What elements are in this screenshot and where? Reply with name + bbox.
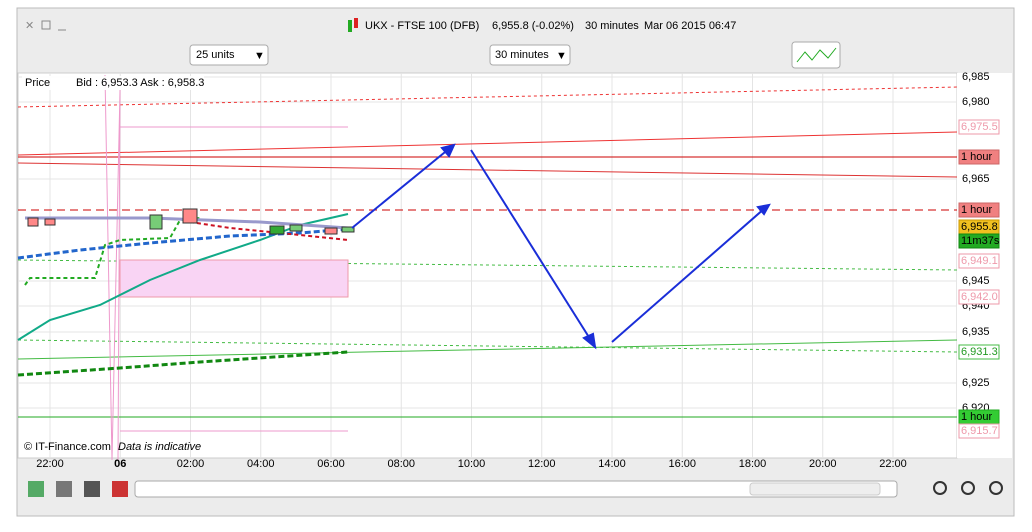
units-value[interactable]: 25 units	[196, 49, 235, 61]
x-tick-label: 06:00	[317, 458, 345, 470]
price-tag-label: 6,915.7	[961, 425, 998, 437]
tool-button[interactable]	[28, 481, 44, 497]
price-tag-label: 6,931.3	[961, 346, 998, 358]
x-tick-label: 14:00	[598, 458, 626, 470]
support-line	[17, 339, 958, 360]
y-tick-label: 6,945	[962, 275, 990, 287]
x-tick-label: 22:00	[36, 458, 64, 470]
price-tag-label: 6,955.8	[961, 221, 998, 233]
price-tag-label: 6,975.5	[961, 121, 998, 133]
toolbar-buttons[interactable]	[28, 481, 128, 497]
price-tag-label: 6,942.0	[961, 291, 998, 303]
title-icon	[348, 18, 358, 32]
candles	[27, 208, 355, 235]
x-tick-label: 02:00	[177, 458, 205, 470]
y-tick-label: 6,980	[962, 96, 990, 108]
chart-type-icon	[796, 47, 837, 63]
zoom-fit[interactable]	[933, 481, 947, 495]
disclaimer: Data is indicative	[118, 441, 201, 453]
x-tick-label: 12:00	[528, 458, 556, 470]
window-buttons[interactable]: ✕	[25, 20, 66, 32]
moving-average	[17, 227, 349, 260]
x-tick-label: 10:00	[458, 458, 486, 470]
price-tag	[958, 344, 1000, 360]
dropdown-arrow[interactable]: ▼	[556, 50, 567, 62]
footer: © IT-Finance.com	[24, 441, 111, 453]
units-dropdown[interactable]	[189, 44, 269, 66]
arrows	[351, 143, 771, 350]
indicators	[17, 74, 958, 461]
price-tag-label: 6,949.1	[961, 255, 998, 267]
y-tick-label: 6,985	[962, 71, 990, 83]
close-button[interactable]: ✕	[25, 20, 34, 32]
x-tick-label: 16:00	[668, 458, 696, 470]
price-label: Price	[25, 77, 50, 89]
dropdown-arrow[interactable]: ▼	[254, 50, 265, 62]
y-tick-label: 6,965	[962, 173, 990, 185]
scrollbar[interactable]	[134, 480, 898, 498]
price-tag	[958, 202, 1000, 218]
x-tick-label: 06	[114, 458, 126, 470]
price-tag	[958, 233, 1000, 249]
zoom-buttons[interactable]	[933, 481, 1003, 495]
interval: 30 minutes	[585, 20, 639, 32]
maximize-button[interactable]	[41, 20, 51, 30]
price-tag	[958, 423, 1000, 439]
x-tick-label: 04:00	[247, 458, 275, 470]
spike	[104, 74, 121, 461]
price-tag-label: 1 hour	[961, 411, 993, 423]
period-dropdown[interactable]	[489, 44, 571, 66]
price-tag	[958, 253, 1000, 269]
period-value[interactable]: 30 minutes	[495, 49, 549, 61]
x-tick-label: 20:00	[809, 458, 837, 470]
scroll-thumb[interactable]	[749, 482, 881, 496]
moving-average	[17, 350, 349, 377]
quote: Bid : 6,953.3 Ask : 6,958.3	[76, 77, 204, 89]
price-tag	[958, 289, 1000, 305]
trend-line	[17, 162, 958, 178]
support-line	[17, 339, 958, 353]
price-tag-label: 1 hour	[961, 151, 993, 163]
tool-button[interactable]	[84, 481, 100, 497]
x-tick-label: 08:00	[387, 458, 415, 470]
price-tag	[958, 119, 1000, 135]
tool-button[interactable]	[112, 481, 128, 497]
price-tag-label: 11m37s	[961, 235, 1000, 247]
price-tag-label: 1 hour	[961, 204, 993, 216]
instrument-title: UKX - FTSE 100 (DFB)	[365, 20, 479, 32]
datetime: Mar 06 2015 06:47	[644, 20, 736, 32]
x-tick-label: 22:00	[879, 458, 907, 470]
y-tick-label: 6,935	[962, 326, 990, 338]
tool-button[interactable]	[56, 481, 72, 497]
zone	[119, 259, 349, 298]
price-tag	[958, 149, 1000, 165]
zoom-out[interactable]	[961, 481, 975, 495]
x-tick-label: 18:00	[739, 458, 767, 470]
trend-line	[17, 131, 958, 156]
y-tick-label: 6,925	[962, 377, 990, 389]
instrument-price: 6,955.8 (-0.02%)	[492, 20, 574, 32]
resistance-line	[17, 86, 958, 108]
zoom-in[interactable]	[989, 481, 1003, 495]
